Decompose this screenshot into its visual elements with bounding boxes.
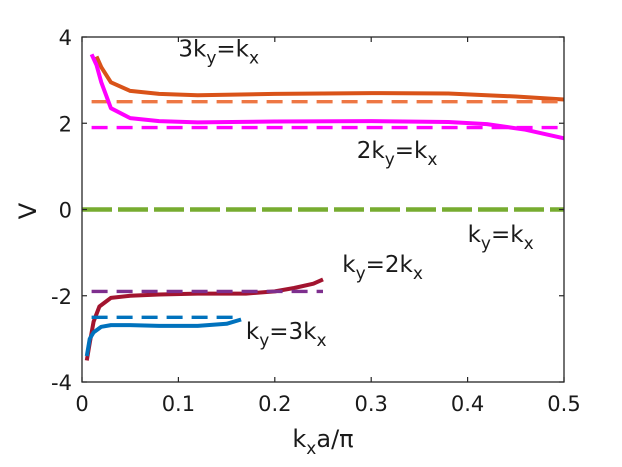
- x-tick-label: 0.2: [258, 392, 291, 416]
- x-tick-label: 0: [75, 392, 88, 416]
- label-part: y: [481, 234, 491, 254]
- label-part: =k: [491, 222, 524, 248]
- x-axis-label: kxa/π: [292, 425, 353, 459]
- label-ky-kx: ky=kx: [468, 222, 534, 254]
- y-tick-label: 4: [59, 26, 72, 50]
- y-tick-label: -4: [51, 371, 72, 395]
- x-axis-label-sub: x: [306, 439, 316, 459]
- y-tick-label: 2: [59, 112, 72, 136]
- x-tick-label: 0.1: [162, 392, 195, 416]
- y-tick-label: 0: [59, 199, 72, 223]
- label-part: =2k: [366, 252, 414, 278]
- curves-layer: [82, 53, 565, 361]
- ticks-layer: 0 0.1 0.2 0.3 0.4 0.5 -4 -2 0 2 4: [51, 26, 581, 416]
- label-part: x: [249, 48, 259, 68]
- label-part: =k: [216, 36, 249, 62]
- label-part: x: [524, 234, 534, 254]
- label-2ky-kx: 2ky=kx: [357, 138, 438, 170]
- x-tick-label: 0.5: [547, 392, 580, 416]
- y-axis-label: V: [14, 202, 42, 219]
- label-part: x: [413, 264, 423, 284]
- x-tick-label: 0.3: [354, 392, 387, 416]
- label-part: k: [468, 222, 482, 248]
- label-part: y: [356, 264, 366, 284]
- x-tick-label: 0.4: [451, 392, 484, 416]
- label-3ky-kx: 3ky=kx: [178, 36, 259, 68]
- label-part: y: [259, 331, 269, 351]
- series-ky-2kx: [84, 277, 324, 361]
- series-ky-3kx: [84, 317, 242, 357]
- label-part: k: [246, 319, 260, 345]
- label-ky-2kx: ky=2kx: [342, 252, 423, 284]
- series-3ky-kx: [94, 55, 565, 102]
- label-part: x: [317, 331, 327, 351]
- y-tick-label: -2: [51, 285, 72, 309]
- label-part: k: [342, 252, 356, 278]
- label-part: 3k: [178, 36, 207, 62]
- label-ky-3kx: ky=3kx: [246, 319, 327, 351]
- x-axis-label-base: k: [292, 425, 306, 453]
- label-part: 2k: [357, 138, 386, 164]
- label-part: x: [427, 150, 437, 170]
- label-part: y: [206, 48, 216, 68]
- label-part: y: [385, 150, 395, 170]
- label-part: =3k: [269, 319, 317, 345]
- label-part: =k: [395, 138, 428, 164]
- x-axis-label-tail: a/π: [316, 425, 353, 453]
- series-2ky-kx: [89, 53, 565, 141]
